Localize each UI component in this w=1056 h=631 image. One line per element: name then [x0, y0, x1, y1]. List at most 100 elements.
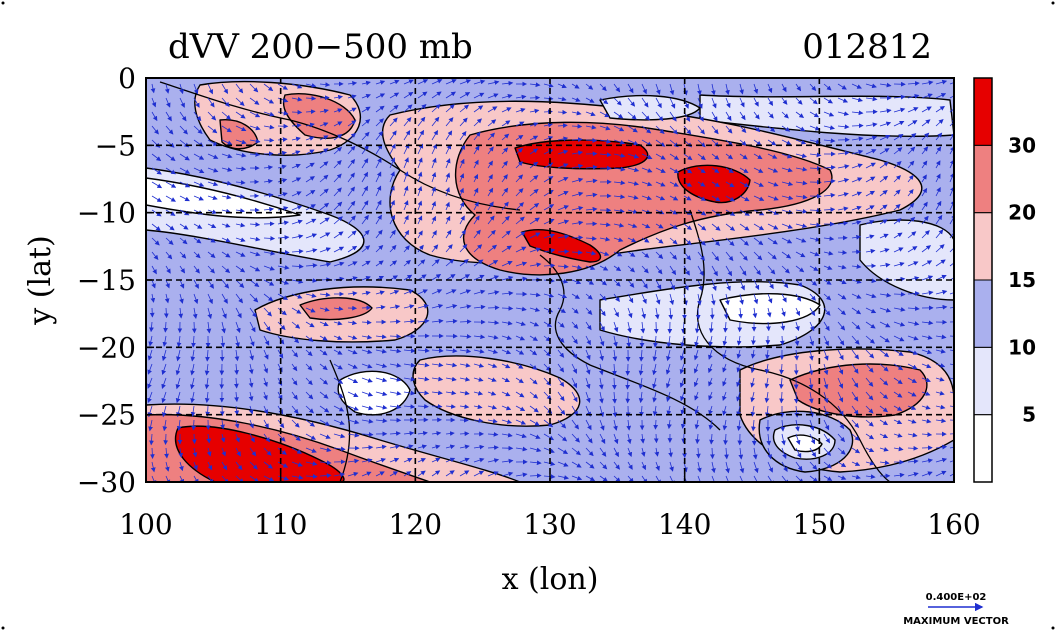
wind-vector-26 [149, 433, 154, 446]
wind-vector-224 [248, 363, 254, 375]
wind-vector-218 [249, 279, 260, 287]
wind-vector-291 [291, 83, 303, 89]
x-tick-label-130: 130 [523, 508, 576, 541]
wind-vector-704 [487, 174, 493, 183]
wind-vector-221 [249, 321, 256, 333]
wind-vector-345 [305, 433, 316, 440]
wind-vector-182 [235, 180, 246, 185]
wind-vector-775 [515, 363, 524, 369]
wind-vector-361 [319, 247, 331, 253]
wind-vector-712 [487, 290, 500, 295]
wind-vector-202 [235, 461, 243, 471]
wind-vector-386 [333, 187, 342, 197]
wind-vector-417 [347, 215, 356, 225]
wind-vector-594 [431, 259, 440, 267]
wind-vector-330 [305, 218, 317, 225]
wind-vector-88 [193, 83, 199, 95]
wind-vector-110 [190, 391, 195, 404]
wind-vector-233 [263, 83, 274, 92]
wind-vector-359 [319, 217, 330, 225]
wind-vector-445 [361, 200, 369, 211]
wind-vector-77 [176, 335, 182, 348]
wind-vector-384 [333, 160, 342, 169]
wind-vector-266 [277, 137, 288, 142]
wind-vector-403 [333, 433, 346, 439]
wind-vector-253 [263, 363, 269, 374]
wind-vector-496 [389, 104, 399, 113]
coastline-3 [689, 209, 891, 482]
wind-vector-708 [487, 229, 496, 239]
wind-vector-331 [305, 233, 318, 239]
wind-vector-250 [263, 321, 271, 332]
wind-vector-554 [417, 104, 427, 113]
wind-vector-237 [263, 137, 275, 143]
wind-vector-580 [417, 470, 426, 477]
wind-vector-105 [191, 321, 197, 334]
wind-vector-587 [431, 157, 437, 169]
wind-vector-33 [165, 125, 174, 135]
wind-vector-398 [333, 363, 343, 370]
wind-vector-627 [445, 318, 458, 324]
wind-vector-126 [207, 209, 218, 214]
wind-vector-578 [417, 444, 427, 450]
wind-vector-613 [445, 117, 454, 127]
wind-vector-162 [221, 307, 227, 319]
wind-vector-308 [291, 321, 301, 329]
wind-vector-550 [403, 457, 413, 463]
wind-vector-537 [403, 274, 413, 281]
wind-vector-455 [361, 349, 373, 354]
wind-vector-1070 [653, 433, 659, 444]
wind-vector-641 [459, 104, 470, 113]
wind-vector-710 [487, 260, 499, 267]
wind-vector-368 [319, 349, 328, 356]
wind-vector-646 [459, 173, 465, 183]
wind-vector-114 [192, 447, 198, 458]
wind-vector-207 [249, 125, 261, 131]
wind-vector-380 [333, 108, 343, 113]
wind-vector-473 [375, 185, 382, 197]
wind-vector-385 [333, 173, 342, 183]
wind-vector-349 [319, 82, 331, 87]
wind-vector-771 [515, 306, 527, 312]
wind-vector-209 [249, 152, 261, 157]
wind-vector-66 [179, 181, 191, 188]
wind-vector-572 [417, 362, 430, 368]
wind-vector-687 [473, 348, 485, 354]
x-axis: 100 110 120 130 140 150 160 [119, 474, 981, 541]
wind-vector-431 [347, 419, 360, 425]
wind-vector-740 [501, 275, 514, 281]
wind-vector-37 [165, 181, 177, 188]
wind-vector-784 [529, 82, 541, 88]
wind-vector-263 [277, 97, 289, 103]
wind-vector-161 [221, 293, 228, 304]
wind-vector-303 [291, 249, 304, 254]
wind-vector-85 [178, 447, 184, 458]
wind-vector-180 [235, 152, 247, 158]
wind-vector-409 [347, 107, 357, 113]
wind-vector-369 [319, 363, 328, 371]
wind-vector-343 [305, 405, 314, 414]
wind-vector-429 [347, 391, 359, 398]
wind-vector-702 [487, 146, 494, 155]
wind-vector-487 [375, 391, 388, 397]
wind-vector-215 [249, 236, 261, 242]
wind-vector-731 [501, 147, 509, 155]
wind-vector-565 [417, 259, 426, 267]
wind-vector-313 [291, 391, 298, 400]
wind-vector-260 [263, 461, 273, 469]
wind-vector-353 [319, 135, 329, 141]
wind-vector-264 [277, 110, 289, 116]
wind-vector-347 [305, 461, 318, 466]
wind-vector-387 [333, 201, 343, 211]
wind-vector-471 [375, 157, 382, 169]
wind-vector-309 [291, 335, 300, 344]
wind-vector-193 [235, 335, 240, 348]
wind-vector-304 [291, 264, 304, 269]
wind-vector-419 [347, 245, 358, 253]
wind-vector-156 [221, 223, 231, 228]
wind-vector-454 [361, 334, 373, 340]
wind-vector-629 [445, 348, 458, 354]
wind-vector-56 [164, 447, 169, 459]
wind-vector-86 [179, 461, 184, 472]
wind-vector-248 [263, 293, 274, 302]
